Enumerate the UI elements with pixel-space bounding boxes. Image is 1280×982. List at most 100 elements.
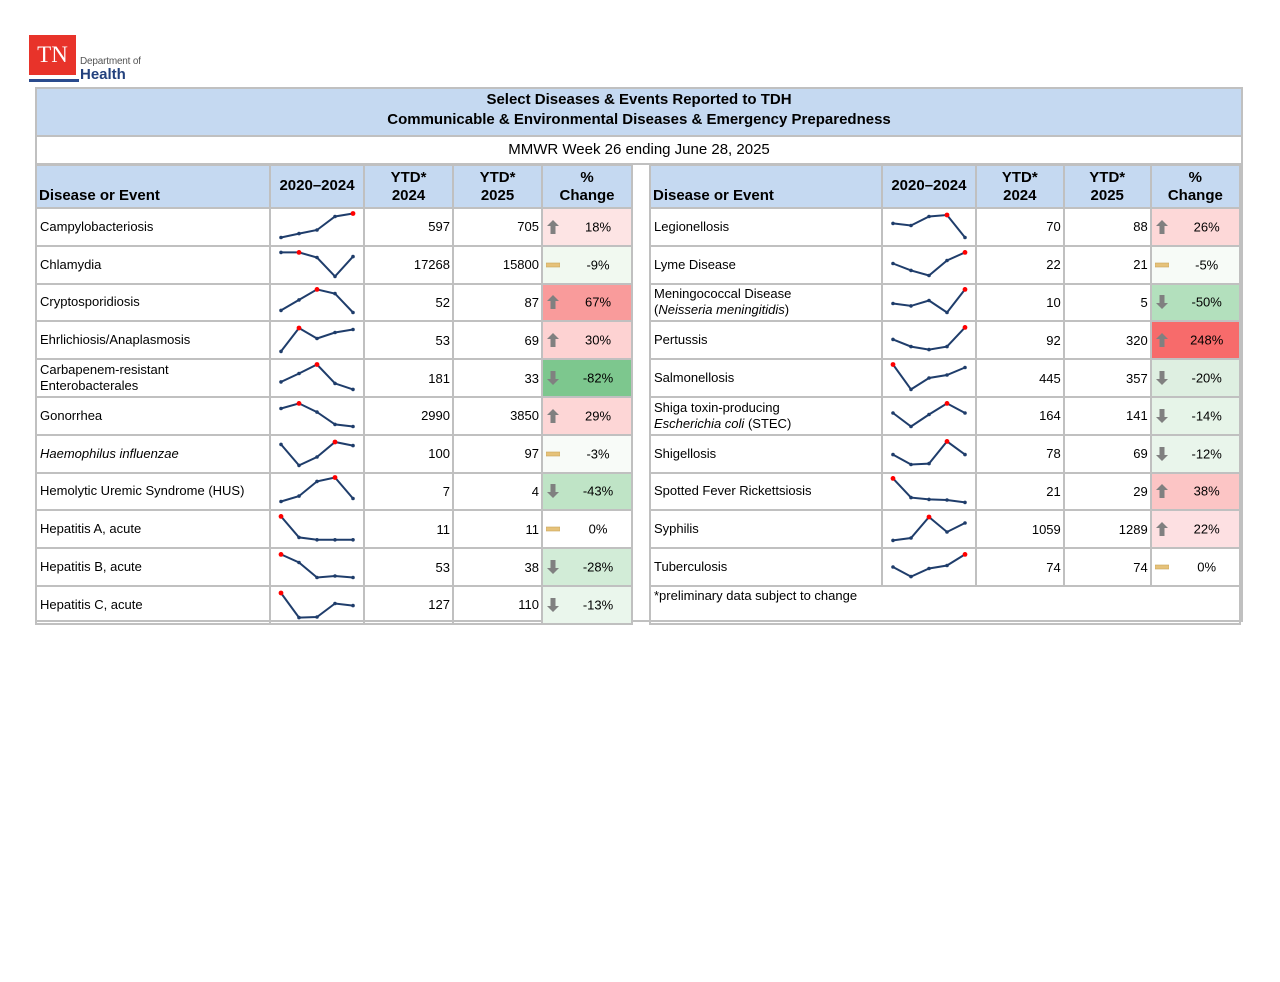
ytd-2025-value: 88 xyxy=(1062,207,1152,247)
sparkline-chart xyxy=(891,552,968,579)
no-change-dash-icon xyxy=(1154,262,1169,267)
percent-change-cell: 18% xyxy=(541,207,633,247)
ytd-2024-value: 74 xyxy=(974,547,1065,587)
ytd-2025-value: 5 xyxy=(1062,282,1152,323)
trend-sparkline-cell xyxy=(880,358,977,398)
logo-department-text: Department of xyxy=(80,56,141,67)
ytd-2024-value: 17268 xyxy=(363,244,454,285)
percent-change-value: -13% xyxy=(582,597,614,613)
trend-sparkline-cell xyxy=(269,320,365,361)
table-row: Campylobacteriosis 597 705 18% xyxy=(35,207,633,247)
table-row: Tuberculosis 74 74 0% xyxy=(649,547,1242,587)
trend-sparkline-cell xyxy=(880,244,977,285)
table-row: Carbapenem-resistant Enterobacterales 181 3… xyxy=(35,358,633,398)
sparkline-chart xyxy=(891,514,967,543)
trend-sparkline-cell xyxy=(269,282,365,323)
arrow-up-icon xyxy=(547,408,559,423)
trend-sparkline-cell xyxy=(880,509,977,550)
trend-sparkline-cell xyxy=(880,395,977,436)
disease-name: Chlamydia xyxy=(35,244,271,285)
percent-change-cell: -82% xyxy=(541,358,633,398)
trend-sparkline-cell xyxy=(880,282,977,323)
disease-name: Carbapenem-resistant Enterobacterales xyxy=(35,358,271,398)
ytd-2024-value: 70 xyxy=(974,207,1065,247)
ytd-2025-value: 110 xyxy=(452,584,543,625)
percent-change-value: 30% xyxy=(584,332,612,348)
table-row: Hepatitis A, acute 11 11 0% xyxy=(35,509,633,550)
sparkline-chart xyxy=(278,552,355,580)
col-header-ytd2025: YTD* 2025 xyxy=(1062,164,1152,209)
disease-name: Hepatitis A, acute xyxy=(35,509,271,550)
col-header-disease: Disease or Event xyxy=(35,164,271,209)
percent-change-value: -28% xyxy=(582,559,614,575)
ytd-2025-value: 69 xyxy=(452,320,543,361)
percent-change-cell: 248% xyxy=(1149,320,1242,361)
percent-change-value: 26% xyxy=(1193,219,1220,235)
ytd-2024-value: 52 xyxy=(363,282,454,323)
table-row: Legionellosis 70 88 26% xyxy=(649,207,1242,247)
col-header-ytd2025: YTD* 2025 xyxy=(452,164,543,209)
sparkline-chart xyxy=(279,249,355,278)
table-row: Haemophilus influenzae 100 97 -3% xyxy=(35,433,633,474)
percent-change-cell: 0% xyxy=(541,509,633,550)
no-change-dash-icon xyxy=(546,526,560,532)
logo-underline xyxy=(29,79,79,82)
col-header-trend: 2020–2024 xyxy=(269,164,365,209)
no-change-dash-icon xyxy=(546,262,560,267)
col-header-ytd2024: YTD* 2024 xyxy=(974,164,1065,209)
trend-sparkline-cell xyxy=(269,547,365,587)
ytd-2025-value: 74 xyxy=(1062,547,1152,587)
disease-name-line-2: Escherichia coli (STEC) xyxy=(654,415,792,431)
sparkline-chart xyxy=(891,325,968,352)
percent-change-value: -5% xyxy=(1195,257,1219,273)
ytd-2025-value: 3850 xyxy=(452,395,543,436)
percent-change-cell: -3% xyxy=(541,433,633,474)
trend-sparkline-cell xyxy=(269,584,365,625)
arrow-down-icon xyxy=(547,371,559,386)
arrow-up-icon xyxy=(547,219,559,234)
ytd-2024-value: 1059 xyxy=(974,509,1065,550)
arrow-down-icon xyxy=(547,597,559,612)
trend-sparkline-cell xyxy=(269,358,365,398)
ytd-2025-value: 141 xyxy=(1062,395,1152,436)
arrow-down-icon xyxy=(547,484,559,499)
percent-change-cell: -43% xyxy=(541,471,633,512)
title-line-2: Communicable & Environmental Diseases & … xyxy=(387,111,891,128)
disease-name: Ehrlichiosis/Anaplasmosis xyxy=(35,320,271,361)
percent-change-cell: -28% xyxy=(541,547,633,587)
col-header-ytd2024: YTD* 2024 xyxy=(363,164,454,209)
report-subtitle: MMWR Week 26 ending June 28, 2025 xyxy=(37,137,1241,165)
table-row: Syphilis 1059 1289 22% xyxy=(649,509,1242,550)
sparkline-chart xyxy=(279,362,355,392)
trend-sparkline-cell xyxy=(880,320,977,361)
ytd-2025-value: 357 xyxy=(1062,358,1152,398)
ytd-2024-value: 7 xyxy=(363,471,454,512)
arrow-down-icon xyxy=(1155,371,1168,386)
arrow-down-icon xyxy=(1155,408,1168,423)
ytd-2025-value: 38 xyxy=(452,547,543,587)
percent-change-cell: 22% xyxy=(1149,509,1242,550)
percent-change-value: 67% xyxy=(584,294,612,310)
ytd-2025-value: 320 xyxy=(1062,320,1152,361)
ytd-2025-value: 29 xyxy=(1062,471,1152,512)
percent-change-value: -82% xyxy=(582,370,614,386)
tn-badge: TN xyxy=(29,35,76,75)
percent-change-cell: -13% xyxy=(541,584,633,625)
arrow-down-icon xyxy=(1155,295,1168,310)
sparkline-chart xyxy=(891,438,967,466)
percent-change-value: -50% xyxy=(1191,294,1222,310)
sparkline-chart xyxy=(891,249,968,277)
disease-name: Campylobacteriosis xyxy=(35,207,271,247)
sparkline-chart xyxy=(279,210,356,240)
arrow-up-icon xyxy=(1155,484,1168,499)
percent-change-cell: -5% xyxy=(1149,244,1242,285)
sparkline-chart xyxy=(891,287,968,315)
trend-sparkline-cell xyxy=(880,433,977,474)
ytd-2025-value: 87 xyxy=(452,282,543,323)
column-header-row: Disease or Event 2020–2024 YTD* 2024 YTD*… xyxy=(649,164,1242,209)
ytd-2024-value: 445 xyxy=(974,358,1065,398)
table-row: Hepatitis C, acute 127 110 -13% xyxy=(35,584,633,625)
ytd-2024-value: 127 xyxy=(363,584,454,625)
ytd-2025-value: 705 xyxy=(452,207,543,247)
disease-name: Gonorrhea xyxy=(35,395,271,436)
